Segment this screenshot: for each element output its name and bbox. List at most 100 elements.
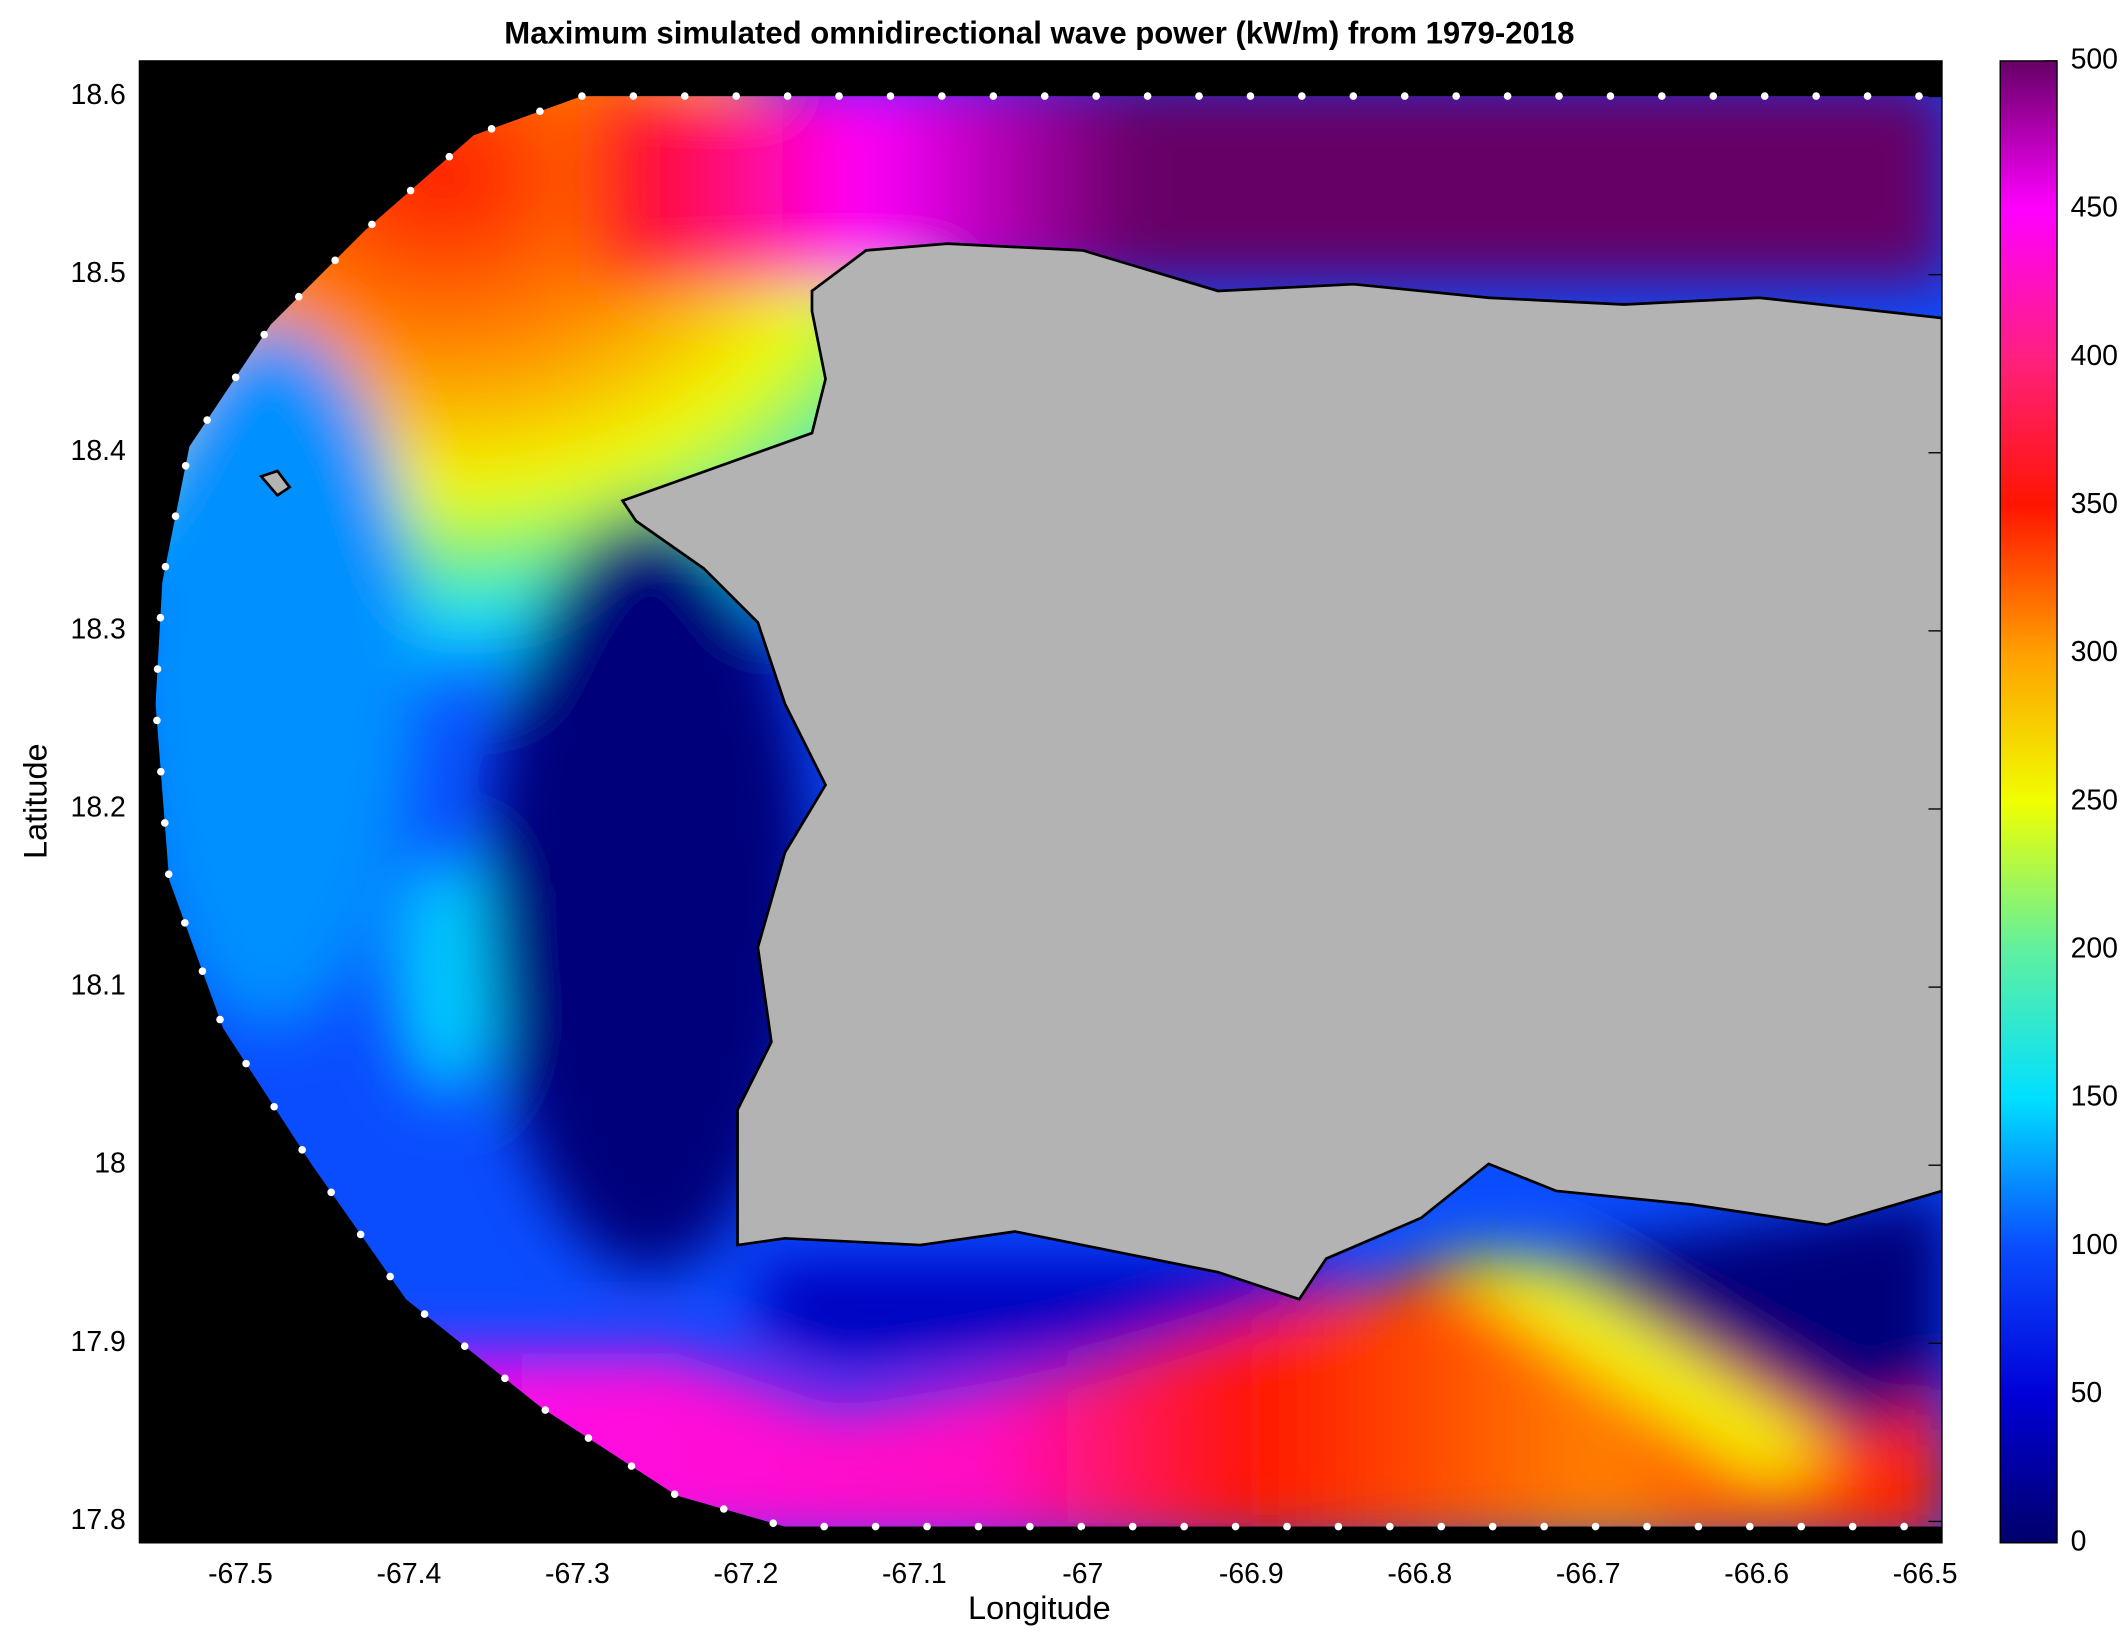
boundary-point <box>1128 1522 1137 1531</box>
boundary-point <box>1298 92 1306 100</box>
x-tick-label: -67.1 <box>882 1558 947 1590</box>
boundary-point <box>783 92 792 100</box>
boundary-point <box>1026 1522 1034 1531</box>
boundary-point <box>1246 92 1255 100</box>
y-tick-label: 18.3 <box>71 613 126 645</box>
boundary-point <box>460 1342 469 1350</box>
x-tick-label: -66.8 <box>1387 1558 1452 1590</box>
boundary-point <box>1437 1522 1446 1531</box>
boundary-point <box>368 220 376 229</box>
boundary-point <box>1077 1522 1086 1531</box>
boundary-point <box>1452 92 1460 100</box>
map <box>139 60 1943 1543</box>
boundary-point <box>1606 92 1615 100</box>
y-tick-label: 17.9 <box>71 1326 126 1358</box>
colorbar-tick-label: 500 <box>2071 43 2118 75</box>
boundary-point <box>886 92 895 100</box>
x-tick-label: -66.9 <box>1219 1558 1284 1590</box>
boundary-point <box>420 1310 429 1318</box>
boundary-point <box>1040 92 1049 100</box>
boundary-point <box>1555 92 1563 100</box>
boundary-point <box>680 92 689 100</box>
boundary-point <box>1900 1522 1908 1531</box>
boundary-point <box>203 416 211 424</box>
boundary-point <box>164 870 173 879</box>
colorbar-tick-label: 350 <box>2071 488 2118 520</box>
chart-title: Maximum simulated omnidirectional wave p… <box>504 15 1574 50</box>
boundary-point <box>1400 92 1409 100</box>
boundary-point <box>627 1462 636 1470</box>
x-tick-label: -67.5 <box>208 1558 273 1590</box>
boundary-point <box>298 1146 306 1154</box>
boundary-point <box>835 92 843 100</box>
boundary-point <box>541 1406 550 1414</box>
y-tick-label: 18.4 <box>71 435 126 467</box>
boundary-point <box>923 1522 931 1531</box>
boundary-point <box>153 716 161 725</box>
x-tick-label: -66.5 <box>1893 1558 1958 1590</box>
boundary-point <box>270 1102 278 1111</box>
boundary-point <box>769 1519 778 1527</box>
boundary-point <box>1709 92 1718 100</box>
boundary-point <box>198 967 207 975</box>
boundary-point <box>216 1015 224 1024</box>
boundary-point <box>231 373 240 382</box>
colorbar-tick-label: 400 <box>2071 340 2118 372</box>
boundary-point <box>871 1522 880 1531</box>
colorbar-tick-label: 100 <box>2071 1229 2118 1261</box>
y-tick-label: 18 <box>94 1148 126 1180</box>
boundary-point <box>1760 92 1769 100</box>
land <box>620 242 1943 1301</box>
boundary-point <box>1386 1522 1394 1531</box>
plot-frame <box>138 60 1943 1544</box>
boundary-point <box>1591 1522 1600 1531</box>
boundary-point <box>1848 1522 1857 1531</box>
boundary-point <box>157 767 165 776</box>
boundary-point <box>1349 92 1358 100</box>
boundary-point <box>153 665 162 673</box>
colorbar-tick-label: 50 <box>2071 1377 2103 1409</box>
boundary-point <box>670 1490 679 1498</box>
boundary-point <box>406 186 415 195</box>
boundary-point <box>171 512 180 521</box>
colorbar <box>1999 60 2058 1544</box>
boundary-point <box>386 1272 394 1281</box>
y-tick-label: 17.8 <box>71 1504 126 1536</box>
boundary-point <box>1540 1522 1548 1531</box>
boundary-point <box>1283 1522 1291 1531</box>
boundary-point <box>1488 1522 1497 1531</box>
x-tick-label: -67.4 <box>377 1558 442 1590</box>
colorbar-tick-label: 450 <box>2071 192 2118 224</box>
x-tick-label: -66.6 <box>1724 1558 1789 1590</box>
boundary-point <box>260 330 268 339</box>
x-axis-label: Longitude <box>968 1590 1111 1626</box>
boundary-point <box>732 92 740 100</box>
boundary-point <box>181 919 189 927</box>
boundary-point <box>1658 92 1666 100</box>
colorbar-tick-label: 300 <box>2071 636 2118 668</box>
boundary-point <box>294 292 303 301</box>
boundary-point <box>161 819 169 827</box>
boundary-point <box>584 1434 593 1442</box>
colorbar-tick-label: 0 <box>2071 1525 2087 1557</box>
boundary-point <box>989 92 998 100</box>
y-tick-label: 18.1 <box>71 970 126 1002</box>
colorbar-tick-label: 250 <box>2071 784 2118 816</box>
boundary-point <box>1334 1522 1343 1531</box>
boundary-point <box>1915 92 1923 100</box>
boundary-point <box>1863 92 1872 100</box>
boundary-point <box>536 107 544 116</box>
boundary-point <box>242 1059 250 1068</box>
boundary-point <box>487 125 496 133</box>
colorbar-tick-label: 200 <box>2071 933 2118 965</box>
boundary-point <box>1503 92 1512 100</box>
boundary-point <box>974 1522 983 1531</box>
axes: -67.5 -67.4 -67.3 -67.2 -67.1 -67 -66.9 -66.8 -6… <box>71 43 2118 1589</box>
boundary-point <box>445 152 454 161</box>
boundary-point <box>938 92 946 100</box>
x-tick-label: -67.3 <box>545 1558 610 1590</box>
boundary-point <box>720 1505 728 1513</box>
x-tick-label: -66.7 <box>1556 1558 1621 1590</box>
